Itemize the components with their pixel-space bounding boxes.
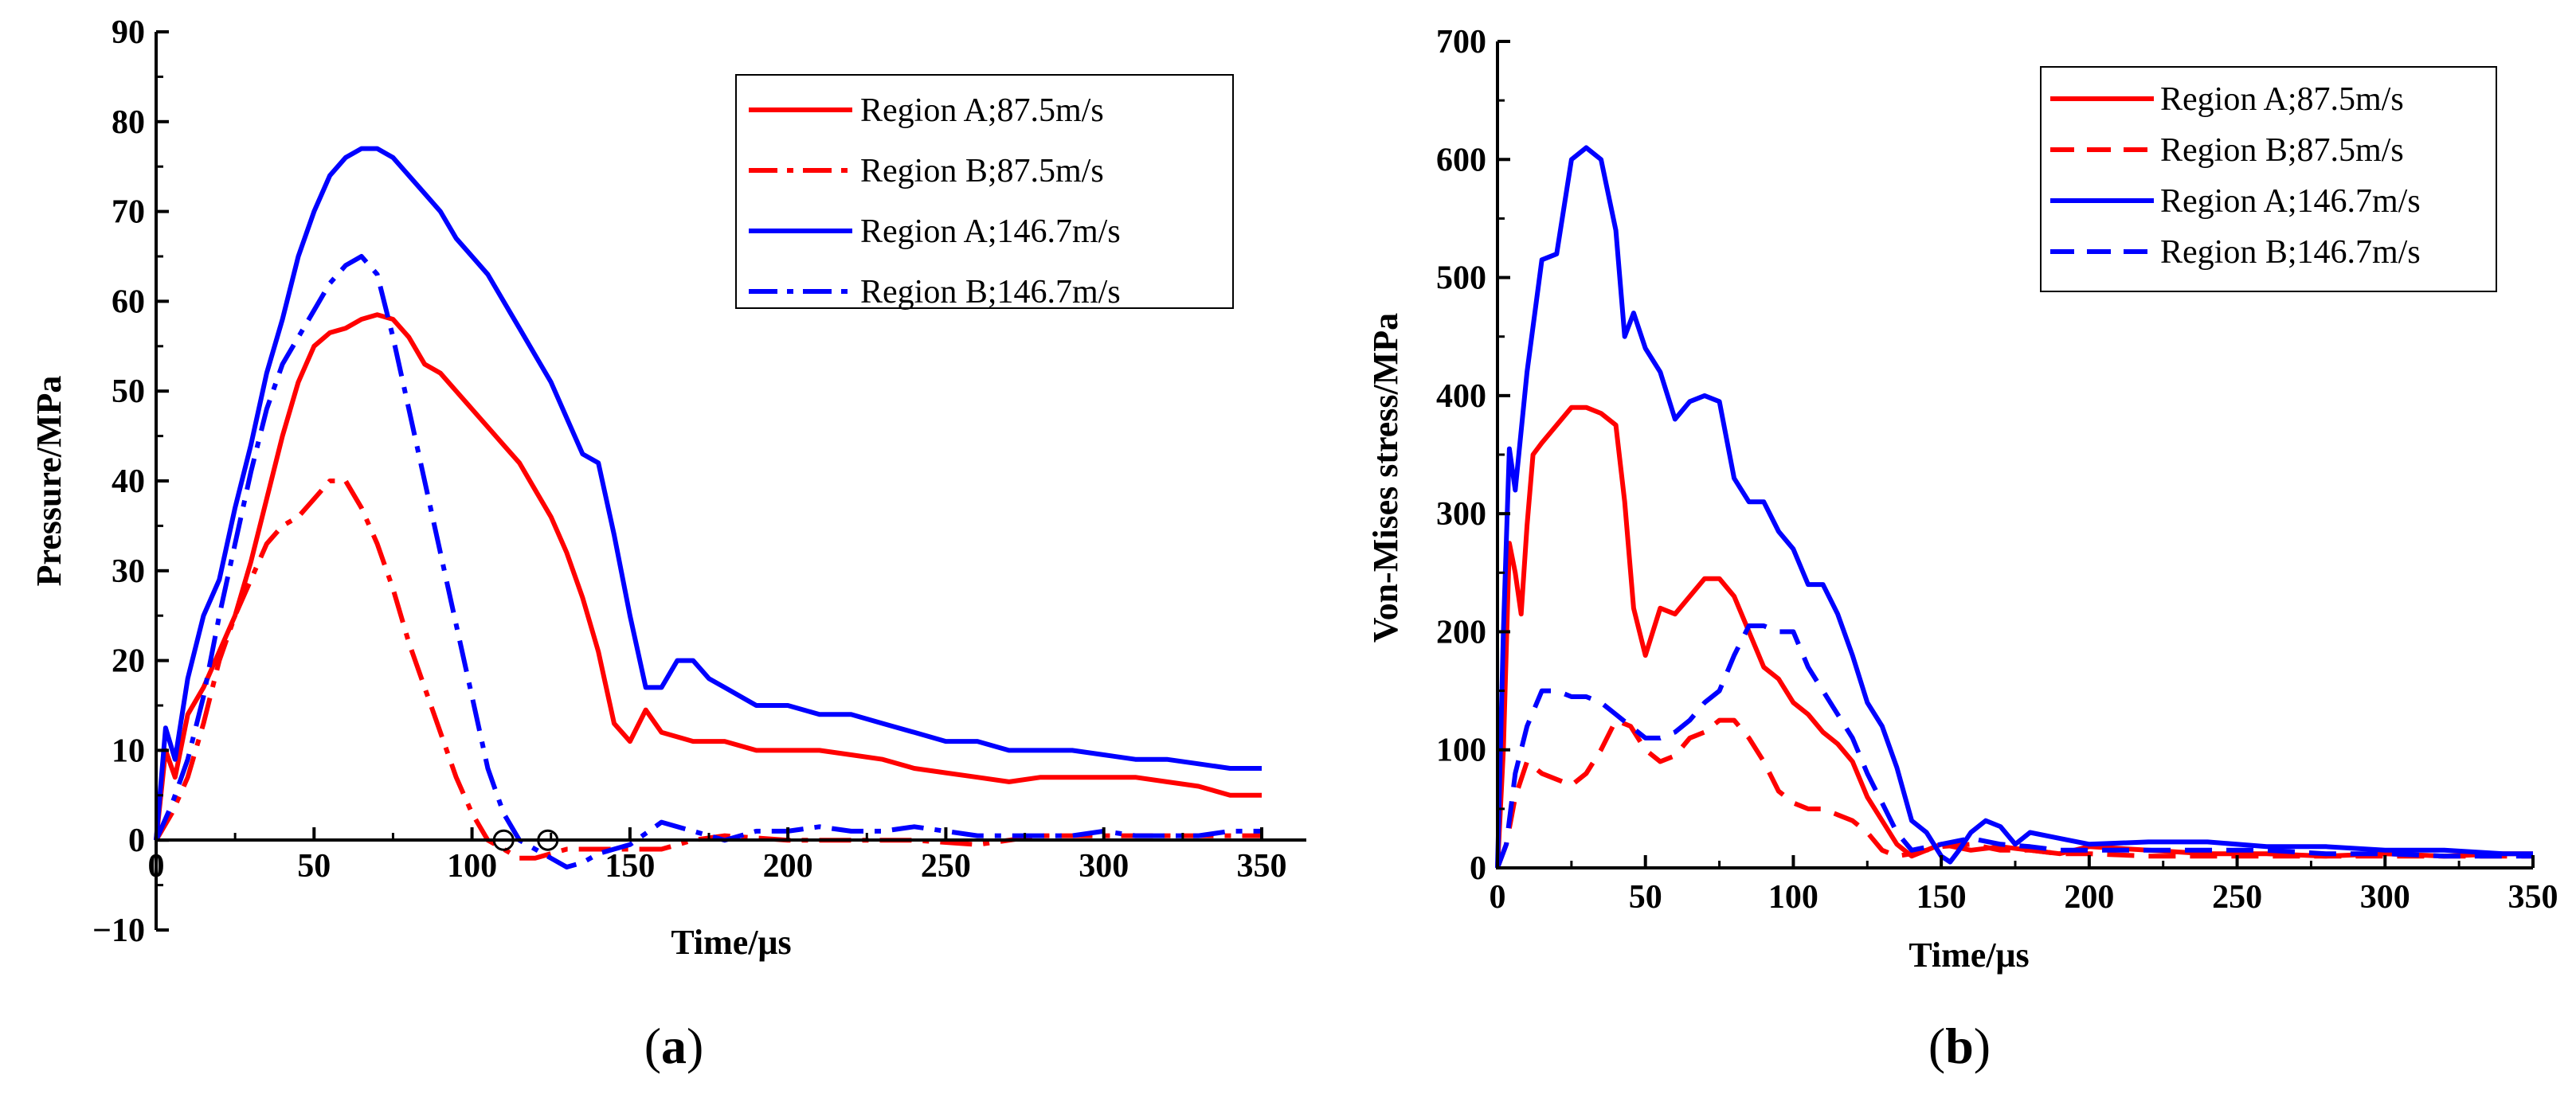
panel-b-ylabel: Von-Mises stress/MPa (1366, 313, 1405, 643)
panel-b-xtick-label: 200 (2064, 879, 2114, 916)
panel-b-ytick-label: 700 (1436, 24, 1486, 61)
panel-b-xtick-label: 0 (1490, 879, 1506, 916)
panel-b-ytick-label: 100 (1436, 733, 1486, 769)
panel-b-caption-letter: b (1945, 1018, 1974, 1074)
panel-b-series-2-line (1495, 717, 2533, 869)
panel-a-caption-letter: a (661, 1018, 687, 1074)
panel-b-xlabel: Time/μs (1909, 936, 2029, 975)
panel-a-xtick-label: 250 (921, 848, 971, 885)
panel-a-ytick-label: 70 (112, 194, 145, 231)
panel-b-ytick-label: 200 (1436, 614, 1486, 651)
panel-b-xtick-label: 300 (2360, 879, 2410, 916)
panel-b-legend: Region A;87.5m/s Region B;87.5m/s Region A… (2040, 66, 2497, 292)
panel-a-xtick-label: 0 (148, 848, 165, 885)
panel-b-series-4-line (1495, 623, 2533, 869)
panel-a-ylabel: Pressure/MPa (29, 376, 69, 587)
panel-a-xlabel: Time/μs (671, 923, 791, 962)
panel-a-xtick-label: 200 (763, 848, 813, 885)
panel-b-ytick-label: 300 (1436, 496, 1486, 533)
panel-a: 0 50 100 150 200 250 300 350−100102030405060708… (29, 14, 1306, 1074)
panel-a-xtick-label: 350 (1237, 848, 1287, 885)
panel-a-caption: (a) (644, 1018, 704, 1074)
panel-b-xtick-label: 100 (1768, 879, 1818, 916)
panel-a-ytick-label: 90 (112, 14, 145, 51)
panel-a-ytick-label: 40 (112, 463, 145, 500)
panel-a-xtick-label: 150 (605, 848, 655, 885)
panel-a-lines (154, 146, 1262, 869)
panel-a-ytick-label: 0 (128, 823, 145, 859)
panel-b-lines (1495, 145, 2533, 869)
panel-b-legend-label-2: Region B;87.5m/s (2160, 132, 2404, 169)
panel-b-series-3-line (1495, 145, 2533, 869)
panel-b-xtick-label: 50 (1629, 879, 1662, 916)
panel-a-xtick-label: 100 (447, 848, 497, 885)
panel-a-legend-label-4: Region B;146.7m/s (860, 274, 1121, 311)
panel-a-legend: Region A;87.5m/s Region B;87.5m/s Region A… (735, 74, 1234, 311)
panel-b-xtick-label: 150 (1916, 879, 1967, 916)
panel-b-ytick-label: 600 (1436, 142, 1486, 178)
panel-b: 0 50 100 150 200 250 300 350 0 100 200 300 400 500 600… (1366, 24, 2558, 1074)
panel-a-xtick-label: 300 (1079, 848, 1129, 885)
panel-a-legend-label-3: Region A;146.7m/s (860, 213, 1121, 250)
panel-b-ytick-label: 400 (1436, 378, 1486, 415)
panel-b-legend-label-1: Region A;87.5m/s (2160, 81, 2404, 118)
panel-a-legend-label-1: Region A;87.5m/s (860, 92, 1104, 129)
panel-a-series-3-line (154, 146, 1262, 841)
panel-a-ytick-label: 10 (112, 733, 145, 769)
panel-a-series-4-line (154, 254, 1262, 869)
panel-b-caption: (b) (1928, 1018, 1991, 1074)
panel-b-ytick-label: 500 (1436, 260, 1486, 297)
panel-a-ytick-label: 20 (112, 643, 145, 680)
panel-a-ytick-label: 60 (112, 283, 145, 320)
panel-b-ytick-label: 0 (1470, 850, 1486, 887)
panel-a-series-1-line (154, 312, 1262, 841)
panel-b-legend-label-3: Region A;146.7m/s (2160, 183, 2421, 220)
panel-a-series-2-line (154, 479, 1262, 861)
panel-a-ytick-label: 80 (112, 104, 145, 141)
panel-b-legend-label-4: Region B;146.7m/s (2160, 234, 2421, 271)
panel-a-ytick-label: 30 (112, 553, 145, 590)
panel-a-legend-label-2: Region B;87.5m/s (860, 153, 1104, 190)
panel-a-ytick-label: −10 (92, 912, 145, 949)
panel-a-xtick-label: 50 (297, 848, 331, 885)
panel-b-xtick-label: 250 (2212, 879, 2262, 916)
panel-a-ytick-label: 50 (112, 373, 145, 410)
panel-b-xtick-label: 350 (2508, 879, 2558, 916)
panel-b-series-1-line (1495, 404, 2533, 869)
